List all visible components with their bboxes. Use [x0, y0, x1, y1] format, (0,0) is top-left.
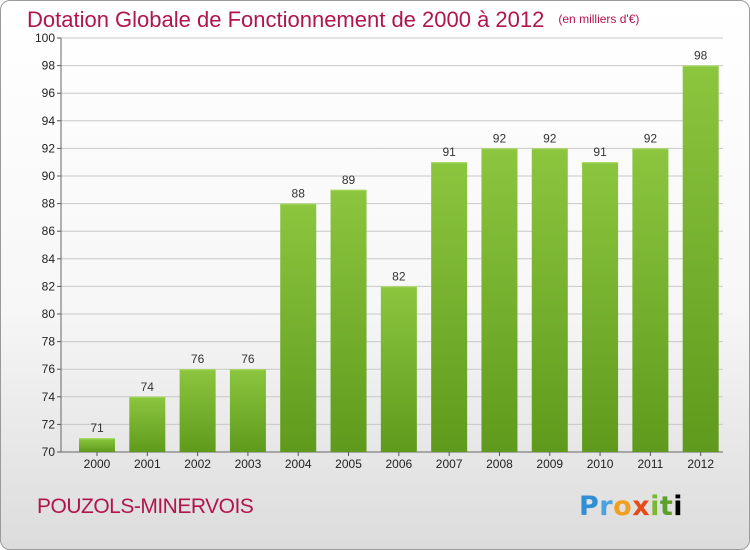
y-tick-label: 98	[42, 59, 56, 73]
bar	[632, 148, 669, 452]
bar	[431, 162, 468, 452]
bar	[582, 162, 619, 452]
x-tick-label: 2005	[335, 457, 362, 471]
bar	[280, 203, 317, 452]
y-tick-label: 86	[42, 224, 56, 238]
y-tick-label: 90	[42, 169, 56, 183]
data-label: 92	[644, 131, 658, 145]
data-label: 91	[442, 145, 456, 159]
x-tick-label: 2007	[436, 457, 463, 471]
x-tick-label: 2009	[536, 457, 563, 471]
proxiti-logo: Proxiti	[579, 491, 684, 522]
data-label: 91	[593, 145, 607, 159]
y-tick-label: 96	[42, 86, 56, 100]
y-tick-label: 88	[42, 197, 56, 211]
data-label: 89	[342, 173, 356, 187]
data-label: 88	[292, 187, 306, 201]
chart-title-text: Dotation Globale de Fonctionnement de 20…	[27, 7, 545, 32]
x-tick-label: 2003	[235, 457, 262, 471]
chart-title: Dotation Globale de Fonctionnement de 20…	[27, 7, 639, 33]
x-tick-label: 2010	[587, 457, 614, 471]
data-label: 76	[191, 352, 205, 366]
bar	[229, 369, 266, 452]
y-tick-label: 82	[42, 279, 56, 293]
bar	[179, 369, 216, 452]
y-tick-label: 74	[42, 390, 56, 404]
x-tick-label: 2002	[184, 457, 211, 471]
x-tick-label: 2001	[134, 457, 161, 471]
bar	[682, 65, 719, 452]
y-tick-label: 94	[42, 114, 56, 128]
data-label: 76	[241, 352, 255, 366]
bar	[481, 148, 518, 452]
commune-name: POUZOLS-MINERVOIS	[37, 495, 254, 518]
x-tick-label: 2012	[687, 457, 714, 471]
bar	[79, 438, 115, 452]
data-label: 92	[493, 131, 507, 145]
y-tick-label: 80	[42, 307, 56, 321]
data-label: 82	[392, 269, 406, 283]
y-tick-label: 70	[42, 445, 56, 459]
y-tick-label: 84	[42, 252, 56, 266]
x-tick-label: 2008	[486, 457, 513, 471]
x-tick-label: 2006	[385, 457, 412, 471]
x-tick-label: 2011	[637, 457, 663, 471]
y-tick-label: 100	[35, 31, 55, 45]
x-tick-label: 2004	[285, 457, 312, 471]
data-label: 92	[543, 131, 557, 145]
y-tick-label: 92	[42, 141, 56, 155]
data-label: 98	[694, 49, 708, 63]
bar	[129, 396, 166, 452]
x-tick-label: 2000	[84, 457, 111, 471]
data-label: 71	[90, 421, 104, 435]
data-label: 74	[141, 380, 155, 394]
y-tick-label: 78	[42, 335, 56, 349]
bar	[531, 148, 568, 452]
bar	[330, 189, 367, 453]
y-tick-label: 72	[42, 417, 56, 431]
bar	[380, 286, 417, 452]
y-tick-label: 76	[42, 362, 56, 376]
chart-unit: (en milliers d'€)	[558, 12, 640, 26]
